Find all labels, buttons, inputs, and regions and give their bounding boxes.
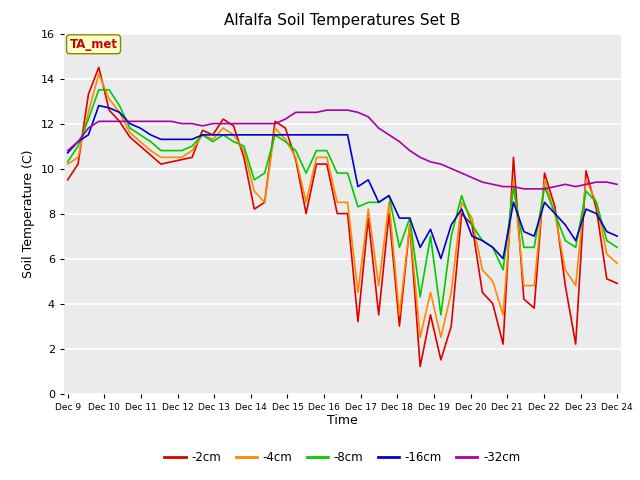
X-axis label: Time: Time <box>327 414 358 427</box>
Text: TA_met: TA_met <box>70 38 118 51</box>
Title: Alfalfa Soil Temperatures Set B: Alfalfa Soil Temperatures Set B <box>224 13 461 28</box>
Y-axis label: Soil Temperature (C): Soil Temperature (C) <box>22 149 35 278</box>
Legend: -2cm, -4cm, -8cm, -16cm, -32cm: -2cm, -4cm, -8cm, -16cm, -32cm <box>160 446 525 469</box>
